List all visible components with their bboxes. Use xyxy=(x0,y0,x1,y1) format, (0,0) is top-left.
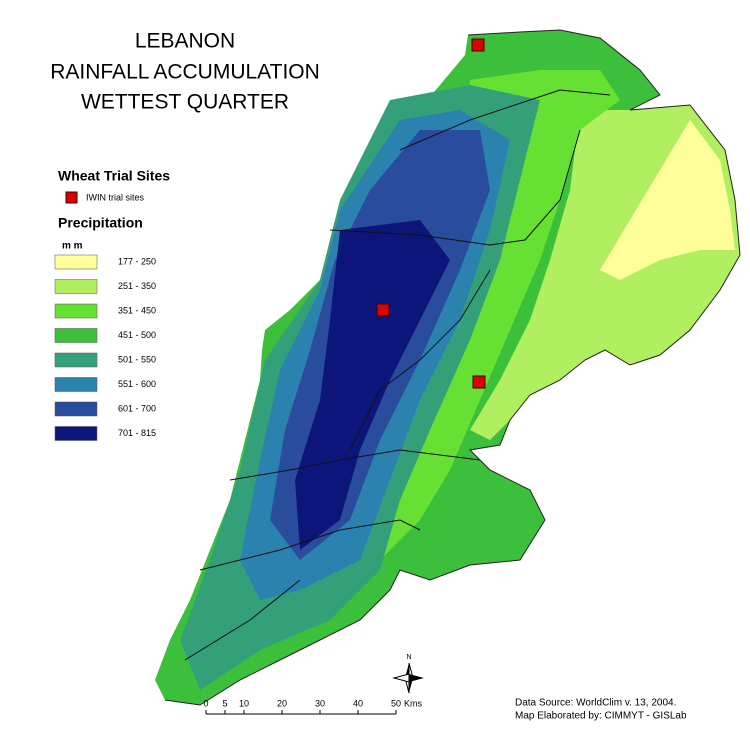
legend-swatch xyxy=(54,279,98,294)
scale-label: 10 xyxy=(239,698,249,708)
zone xyxy=(600,120,735,280)
legend-label: 251 - 350 xyxy=(118,281,156,291)
legend-label: IWIN trial sites xyxy=(86,192,145,202)
legend-label: 451 - 500 xyxy=(118,330,156,340)
scale-unit: Kms xyxy=(404,698,423,708)
trial-site xyxy=(471,38,485,52)
boundary xyxy=(199,519,421,571)
legend-unit: m m xyxy=(62,241,83,252)
legend-site-symbol xyxy=(65,191,78,204)
credit: Data Source: WorldClim v. 13, 2004. xyxy=(515,698,676,709)
legend-label: 351 - 450 xyxy=(118,305,156,315)
legend-label: 177 - 250 xyxy=(118,256,156,266)
scale-label: 50 xyxy=(391,698,401,708)
scale-label: 5 xyxy=(222,698,227,708)
border xyxy=(164,29,741,706)
trial-site xyxy=(472,375,486,389)
boundary xyxy=(349,269,491,451)
legend: 177 - 250 251 - 350 351 - 450 451 - 500 501 … xyxy=(54,254,156,441)
title-line: RAINFALL ACCUMULATION xyxy=(50,61,320,84)
title-line: LEBANON xyxy=(135,30,235,53)
scale-label: 40 xyxy=(353,698,363,708)
legend-swatch xyxy=(54,254,98,270)
country-map xyxy=(155,29,741,706)
boundary xyxy=(399,89,611,151)
scale-label: 0 xyxy=(203,698,208,708)
north-label: N xyxy=(406,654,411,661)
legend-swatch xyxy=(54,303,98,319)
legend-label: 601 - 700 xyxy=(118,403,156,413)
legend-title: Precipitation xyxy=(58,215,143,231)
boundary xyxy=(329,129,581,246)
legend-swatch xyxy=(54,352,98,368)
legend-swatch xyxy=(54,401,98,417)
north-arrow: N xyxy=(392,654,424,694)
scale-label: 20 xyxy=(277,698,287,708)
trial-site xyxy=(376,303,390,317)
title-line: WETTEST QUARTER xyxy=(81,91,289,114)
boundary xyxy=(184,579,301,661)
legend-label: 501 - 550 xyxy=(118,354,156,364)
scale-label: 30 xyxy=(315,698,325,708)
credit: Map Elaborated by: CIMMYT - GISLab xyxy=(515,711,687,722)
legend-swatch xyxy=(54,328,98,343)
legend-title: Wheat Trial Sites xyxy=(58,168,170,184)
legend-swatch xyxy=(54,377,98,392)
legend-label: 701 - 815 xyxy=(118,428,156,438)
legend-label: 551 - 600 xyxy=(118,379,156,389)
zone xyxy=(295,220,450,550)
scale-bar: 0 5 10 20 30 40 50 Kms xyxy=(203,698,423,715)
legend-swatch xyxy=(54,426,98,441)
boundary xyxy=(229,449,481,481)
